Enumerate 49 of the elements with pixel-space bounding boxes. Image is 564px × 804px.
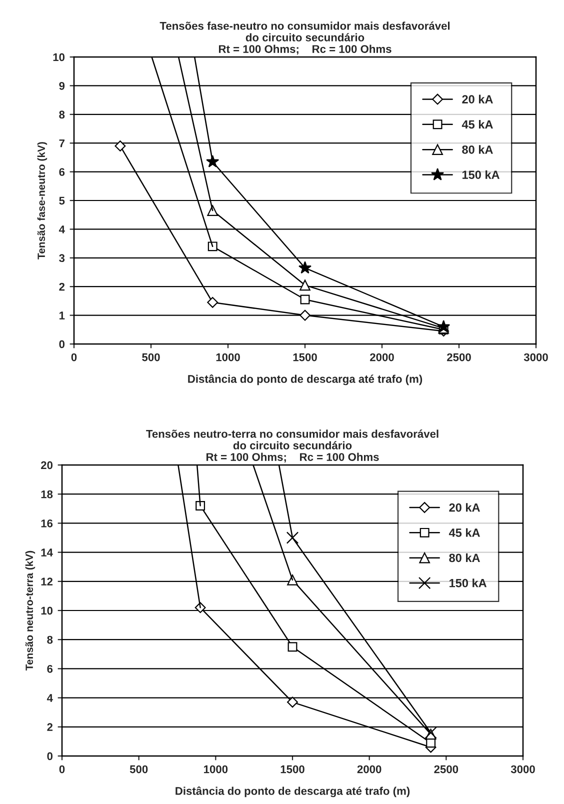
- x-tick-label: 500: [130, 765, 148, 774]
- y-tick-label: 4: [58, 226, 65, 234]
- y-tick-label: 2: [59, 282, 65, 291]
- y-tick-label: 12: [41, 578, 53, 586]
- x-tick-label: 0: [71, 353, 77, 362]
- y-tick-label: 4: [46, 694, 53, 702]
- legend-label: 150 kA: [450, 578, 487, 588]
- y-tick-label: 2: [47, 723, 53, 731]
- legend-label: 20 kA: [449, 503, 480, 512]
- x-tick-label: 1000: [204, 765, 228, 774]
- x-tick-label: 2500: [434, 765, 458, 774]
- x-tick-label: 1500: [293, 353, 317, 362]
- y-tick-label: 5: [59, 196, 65, 205]
- y-tick-label: 18: [41, 490, 53, 498]
- x-tick-label: 2000: [357, 765, 382, 774]
- legend-label: 150 kA: [462, 170, 500, 179]
- y-tick-label: 10: [53, 53, 65, 62]
- chart-title: Tensões neutro-terra no consumidor mais desfavorável do circuito secundário Rt = 100 Ohms; Rc = 100 Ohms: [146, 430, 438, 463]
- y-tick-label: 20: [41, 461, 53, 470]
- y-axis-title: Tensão neutro-terra (kV): [25, 550, 36, 670]
- y-tick-label: 14: [41, 548, 53, 556]
- y-tick-label: 6: [59, 168, 65, 176]
- legend-label: 45 kA: [448, 528, 480, 537]
- y-tick-label: 7: [59, 139, 64, 148]
- y-tick-label: 10: [41, 606, 53, 615]
- x-tick-label: 3000: [524, 353, 548, 362]
- y-tick-label: 6: [47, 664, 53, 673]
- x-tick-label: 2500: [447, 353, 471, 362]
- y-tick-label: 3: [59, 254, 65, 262]
- y-tick-label: 1: [59, 312, 65, 320]
- x-tick-label: 3000: [510, 765, 535, 774]
- x-tick-label: 1000: [216, 353, 240, 362]
- x-axis-title: Distância do ponto de descarga até trafo (m): [188, 374, 422, 386]
- y-tick-label: 8: [59, 110, 65, 119]
- y-tick-label: 16: [41, 519, 53, 528]
- x-tick-label: 500: [142, 353, 160, 362]
- x-tick-label: 2000: [370, 353, 394, 362]
- x-axis-title: Distância do ponto de descarga até trafo (m): [176, 786, 410, 798]
- legend-label: 80 kA: [462, 145, 493, 154]
- y-axis-title: Tensão fase-neutro (kV): [37, 142, 48, 260]
- x-tick-label: 1500: [280, 765, 304, 774]
- y-tick-label: 0: [47, 752, 53, 760]
- legend-label: 20 kA: [462, 94, 493, 104]
- y-tick-label: 8: [47, 636, 53, 644]
- y-tick-label: 0: [59, 340, 65, 348]
- legend-label: 45 kA: [462, 120, 493, 129]
- y-tick-label: 9: [59, 82, 65, 90]
- legend-label: 80 kA: [449, 553, 480, 562]
- chart-title: Tensões fase-neutro no consumidor mais desfavorável do circuito secundário Rt = 100 Ohms; Rc = 100 Ohms: [160, 22, 450, 55]
